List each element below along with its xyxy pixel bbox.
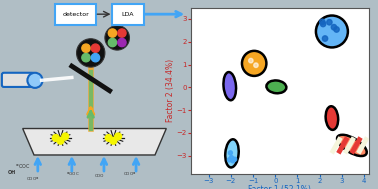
X-axis label: Factor 1 (52.1%): Factor 1 (52.1%) bbox=[248, 185, 311, 189]
Ellipse shape bbox=[225, 139, 239, 167]
Circle shape bbox=[62, 133, 69, 140]
Text: COO: COO bbox=[94, 174, 104, 178]
Text: $^{\ominus}$OOC: $^{\ominus}$OOC bbox=[15, 163, 31, 171]
Polygon shape bbox=[23, 129, 166, 155]
Ellipse shape bbox=[223, 72, 236, 100]
Circle shape bbox=[321, 21, 326, 27]
Circle shape bbox=[110, 137, 117, 144]
Circle shape bbox=[76, 39, 105, 67]
Circle shape bbox=[232, 157, 237, 161]
Circle shape bbox=[228, 151, 232, 155]
Ellipse shape bbox=[266, 81, 287, 93]
Circle shape bbox=[118, 29, 126, 37]
Ellipse shape bbox=[325, 106, 338, 130]
Ellipse shape bbox=[316, 15, 348, 47]
Circle shape bbox=[249, 58, 253, 63]
Ellipse shape bbox=[242, 51, 266, 76]
FancyBboxPatch shape bbox=[2, 73, 34, 87]
FancyBboxPatch shape bbox=[55, 4, 96, 25]
Text: OH: OH bbox=[8, 170, 16, 175]
Bar bbox=[336, 136, 349, 155]
Circle shape bbox=[118, 38, 126, 47]
FancyBboxPatch shape bbox=[0, 0, 189, 189]
Circle shape bbox=[334, 27, 339, 32]
Bar bbox=[330, 136, 343, 155]
Circle shape bbox=[108, 29, 116, 37]
Bar bbox=[343, 136, 356, 155]
Circle shape bbox=[228, 158, 231, 162]
Circle shape bbox=[254, 63, 258, 67]
Circle shape bbox=[331, 25, 336, 30]
Y-axis label: Factor 2 (34.4%): Factor 2 (34.4%) bbox=[166, 59, 175, 122]
Circle shape bbox=[108, 38, 116, 47]
Text: detector: detector bbox=[62, 12, 89, 17]
Circle shape bbox=[91, 44, 100, 52]
Circle shape bbox=[231, 159, 235, 163]
Bar bbox=[350, 136, 363, 155]
Circle shape bbox=[320, 19, 325, 25]
Circle shape bbox=[57, 137, 64, 144]
Bar bbox=[356, 136, 369, 155]
Circle shape bbox=[322, 36, 328, 41]
Circle shape bbox=[82, 44, 90, 52]
Text: COO$^{\ominus}$: COO$^{\ominus}$ bbox=[123, 170, 136, 178]
Circle shape bbox=[115, 133, 122, 140]
FancyBboxPatch shape bbox=[112, 4, 144, 25]
Circle shape bbox=[52, 135, 59, 141]
Circle shape bbox=[327, 19, 332, 25]
Circle shape bbox=[105, 26, 129, 50]
Circle shape bbox=[91, 53, 100, 62]
Text: LDA: LDA bbox=[121, 12, 134, 17]
Circle shape bbox=[82, 53, 90, 62]
Text: $^{\ominus}$OOC: $^{\ominus}$OOC bbox=[66, 170, 80, 178]
Ellipse shape bbox=[337, 135, 367, 156]
Circle shape bbox=[105, 135, 112, 141]
Circle shape bbox=[27, 73, 42, 88]
Circle shape bbox=[229, 156, 234, 160]
Text: COO$^{\ominus}$: COO$^{\ominus}$ bbox=[26, 176, 40, 183]
